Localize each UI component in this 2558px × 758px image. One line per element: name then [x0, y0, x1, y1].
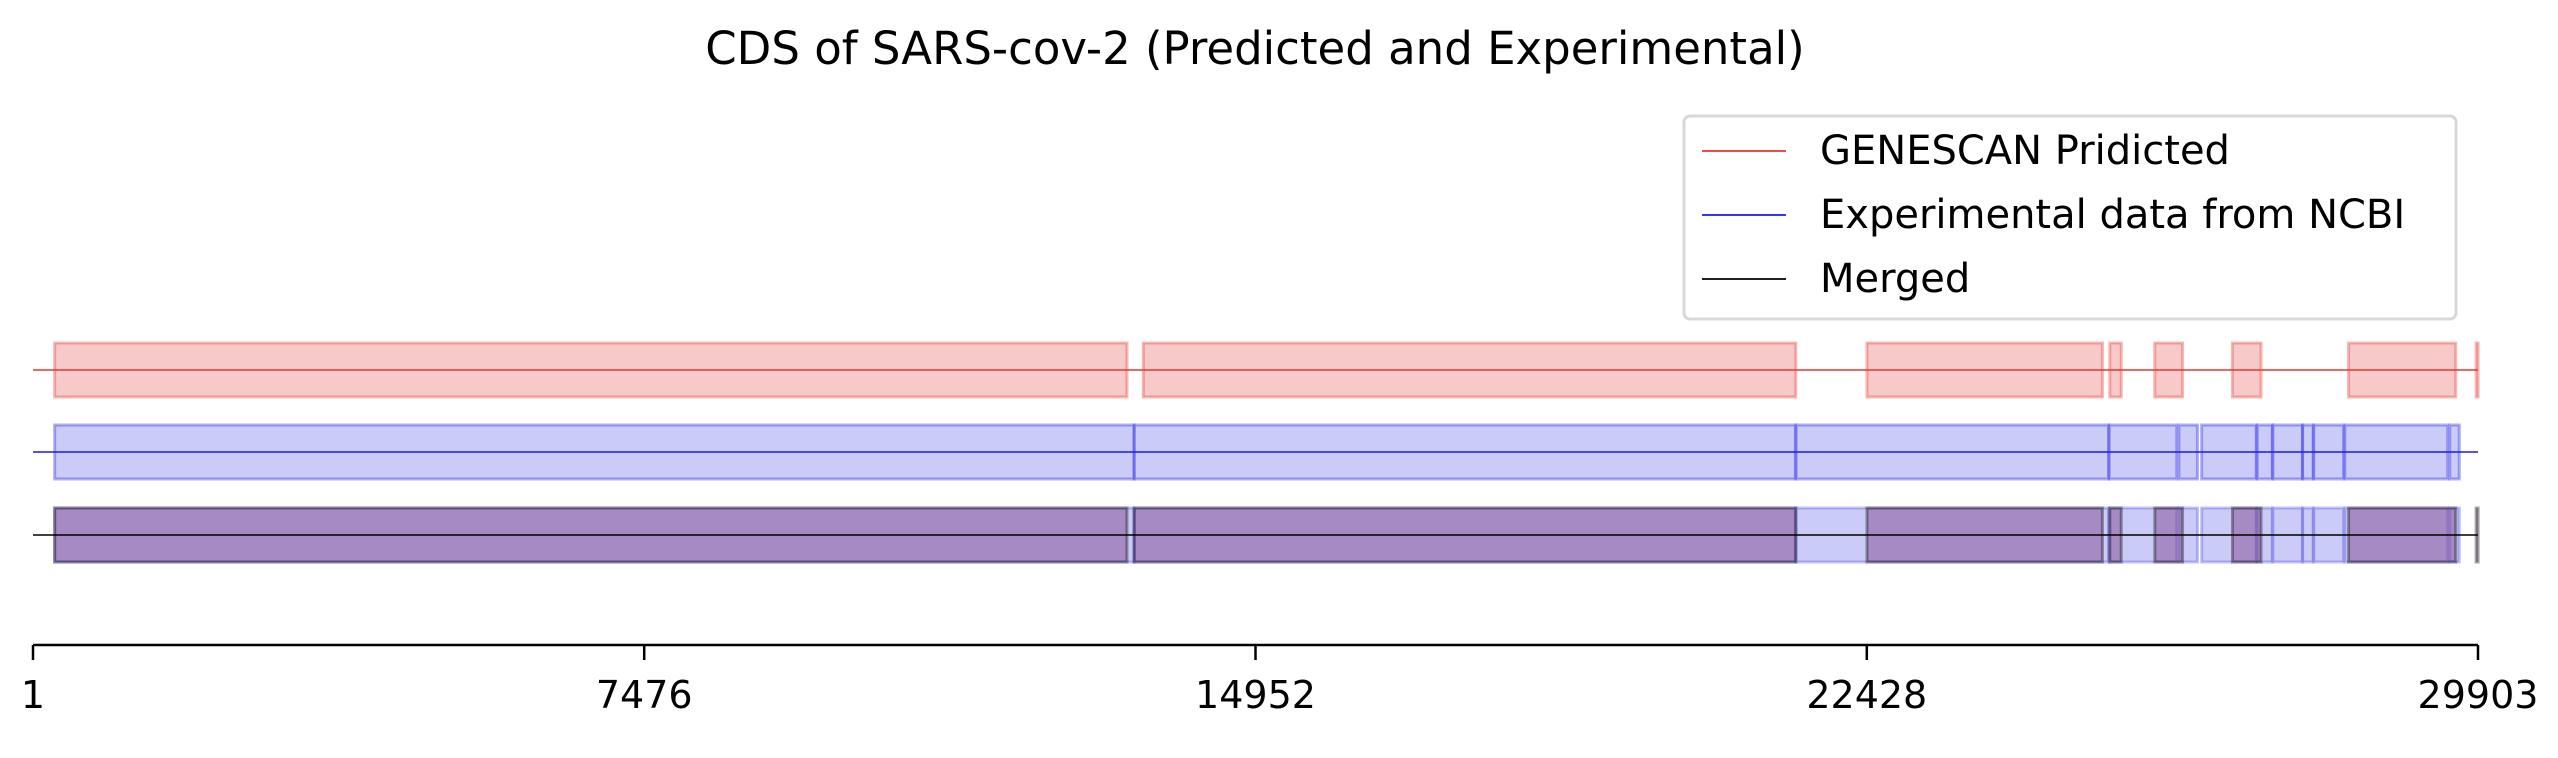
legend-label-2: Experimental data from NCBI — [1820, 192, 2405, 238]
x-tick-label-4: 22428 — [1806, 673, 1927, 717]
x-axis: 1 7476 14952 22428 29903 — [21, 643, 2539, 717]
legend: GENESCAN Pridicted Experimental data from… — [1682, 114, 2458, 321]
legend-label-3: Merged — [1820, 256, 1970, 302]
x-tick-label-5: 29903 — [2418, 673, 2539, 717]
x-tick-label-2: 7476 — [596, 673, 693, 717]
legend-frame — [1682, 114, 2458, 321]
track-2 — [33, 423, 2478, 481]
x-tick-label-1: 1 — [21, 673, 45, 717]
track-3 — [33, 506, 2480, 564]
chart-title: CDS of SARS-cov-2 (Predicted and Experim… — [705, 22, 1804, 75]
track-1 — [33, 341, 2480, 399]
legend-label-1: GENESCAN Pridicted — [1820, 128, 2230, 174]
x-tick-label-3: 14952 — [1195, 673, 1316, 717]
tracks-layer — [33, 341, 2480, 564]
